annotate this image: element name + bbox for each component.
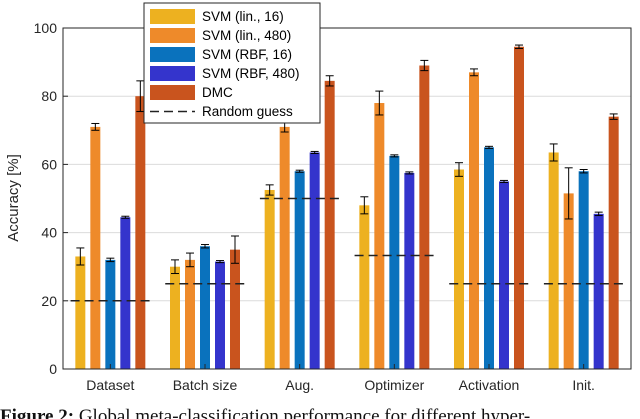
legend-swatch	[150, 66, 195, 81]
y-tick-label: 20	[41, 293, 57, 309]
bar	[404, 172, 415, 369]
legend-label: SVM (lin., 480)	[202, 28, 291, 43]
x-tick-label: Batch size	[173, 377, 238, 393]
bar	[499, 181, 509, 369]
bar	[264, 189, 275, 369]
legend-swatch	[150, 28, 195, 43]
bar	[608, 116, 619, 369]
bar	[230, 249, 240, 369]
bar	[215, 261, 225, 369]
bar	[279, 126, 290, 369]
legend-swatch	[150, 47, 195, 62]
y-tick-label: 40	[41, 225, 57, 241]
bar	[484, 147, 494, 369]
figure-caption: Figure 2: Global meta-classification per…	[0, 404, 640, 419]
bar	[105, 259, 116, 369]
x-tick-label: Activation	[459, 377, 520, 393]
bar	[185, 259, 195, 369]
bars	[75, 46, 619, 370]
x-tick-label: Optimizer	[364, 377, 424, 393]
legend-label: Random guess	[202, 104, 293, 119]
x-axis: Dataset Batch size Aug. Optimizer Activation…	[86, 364, 595, 393]
bar	[294, 171, 305, 369]
y-axis: 0 20 40 60 80 100	[34, 20, 68, 377]
bar	[359, 205, 370, 369]
bar	[419, 65, 430, 369]
legend-label: SVM (lin., 16)	[202, 9, 284, 24]
bar	[593, 213, 604, 369]
y-tick-label: 60	[41, 156, 57, 172]
bar	[200, 246, 210, 369]
bar	[374, 103, 385, 370]
y-tick-label: 100	[34, 20, 58, 36]
plot-frame	[62, 27, 632, 370]
bar	[389, 155, 400, 369]
bar	[469, 72, 479, 369]
legend: SVM (lin., 16) SVM (lin., 480) SVM (RBF, 1…	[143, 2, 321, 124]
bar	[75, 256, 86, 369]
x-tick-label: Dataset	[86, 377, 134, 393]
legend-label: DMC	[202, 85, 233, 100]
y-tick-label: 0	[49, 361, 57, 377]
caption-prefix: Figure 2:	[0, 406, 75, 419]
bar	[578, 171, 589, 369]
y-axis-label: Accuracy [%]	[5, 154, 22, 242]
bar	[135, 96, 146, 369]
bar	[324, 80, 335, 369]
bar	[170, 266, 180, 369]
error-bars	[76, 44, 618, 275]
y-tick-label: 80	[41, 88, 57, 104]
x-tick-label: Init.	[572, 377, 595, 393]
bar	[90, 126, 101, 369]
bar	[563, 193, 574, 369]
bar	[548, 152, 559, 369]
bar	[454, 169, 464, 369]
caption-text: Global meta-classification performance f…	[74, 406, 531, 419]
legend-label: SVM (RBF, 16)	[202, 47, 292, 62]
x-tick-label: Aug.	[285, 377, 314, 393]
bar	[309, 152, 320, 369]
legend-swatch	[150, 9, 195, 24]
legend-swatch	[150, 85, 195, 100]
bar	[514, 46, 524, 369]
legend-label: SVM (RBF, 480)	[202, 66, 300, 81]
bar	[120, 217, 131, 369]
